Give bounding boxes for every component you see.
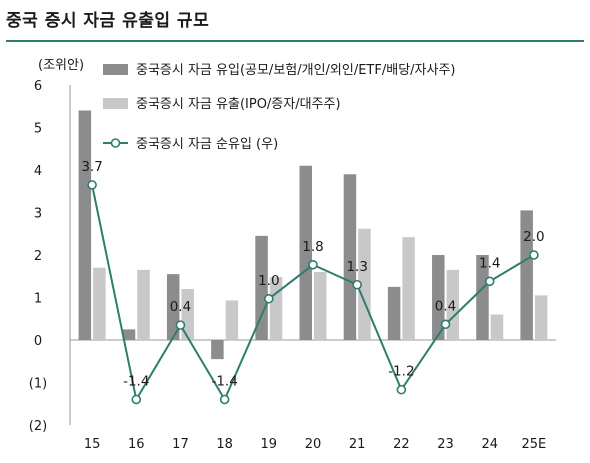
x-tick-label: 23 bbox=[437, 437, 454, 452]
net-data-label: 3.7 bbox=[81, 159, 102, 175]
net-inflow-point bbox=[131, 394, 142, 405]
bar-inflow bbox=[387, 286, 401, 340]
bar-inflow bbox=[520, 210, 533, 340]
bar-outflow bbox=[402, 237, 415, 340]
x-tick-label: 20 bbox=[305, 437, 322, 452]
net-inflow-point bbox=[352, 279, 362, 290]
bar-inflow bbox=[122, 329, 136, 340]
net-data-label: 1.4 bbox=[479, 255, 500, 271]
net-data-label: 0.4 bbox=[435, 298, 456, 314]
net-data-label: 1.8 bbox=[302, 239, 323, 255]
net-inflow-line bbox=[91, 184, 535, 403]
bar-outflow bbox=[225, 300, 239, 340]
bar-inflow bbox=[211, 340, 224, 360]
x-tick-label: 15 bbox=[84, 437, 101, 452]
net-data-label: 1.0 bbox=[258, 273, 279, 289]
net-data-label: -1.4 bbox=[123, 374, 149, 390]
bar-outflow bbox=[358, 228, 371, 340]
net-data-label: -1.4 bbox=[211, 374, 237, 390]
chart-title: 중국 증시 자금 유출입 규모 bbox=[6, 11, 210, 31]
y-tick-label: 5 bbox=[34, 122, 42, 137]
y-tick-label: 1 bbox=[34, 292, 42, 307]
net-inflow-point bbox=[219, 394, 230, 405]
x-tick-label: 18 bbox=[216, 437, 233, 452]
net-inflow-point bbox=[175, 320, 186, 330]
legend-swatch-outflow bbox=[103, 98, 128, 109]
legend-marker-net bbox=[110, 138, 121, 148]
y-tick-label: 6 bbox=[34, 79, 42, 94]
net-inflow-point bbox=[484, 276, 495, 287]
net-inflow-point bbox=[396, 384, 407, 395]
net-inflow-point bbox=[529, 250, 539, 260]
bar-inflow bbox=[78, 110, 92, 340]
title-underline bbox=[6, 40, 584, 42]
net-inflow-point bbox=[440, 319, 451, 330]
y-tick-label: 4 bbox=[34, 164, 42, 179]
net-data-label: -1.2 bbox=[388, 364, 414, 380]
bar-inflow bbox=[432, 255, 445, 340]
y-tick-label: 3 bbox=[34, 207, 42, 222]
net-data-label: 0.4 bbox=[170, 299, 191, 315]
net-inflow-point bbox=[308, 259, 318, 270]
bar-outflow bbox=[93, 267, 106, 340]
x-tick-label: 25E bbox=[522, 437, 547, 452]
legend-label-net: 중국증시 자금 순유입 (우) bbox=[136, 137, 278, 152]
net-data-label: 1.3 bbox=[346, 259, 367, 275]
bar-inflow bbox=[255, 235, 268, 340]
net-inflow-point bbox=[87, 180, 97, 190]
x-tick-label: 17 bbox=[172, 437, 189, 452]
x-tick-label: 22 bbox=[393, 437, 410, 452]
bar-inflow bbox=[299, 165, 312, 340]
legend-label-inflow: 중국증시 자금 유입(공모/보험/개인/외인/ETF/배당/자사주) bbox=[136, 63, 455, 78]
x-tick-label: 19 bbox=[261, 437, 278, 452]
bar-outflow bbox=[534, 295, 548, 340]
bar-inflow bbox=[343, 174, 357, 340]
x-tick-label: 21 bbox=[349, 437, 366, 452]
bar-outflow bbox=[314, 272, 327, 340]
legend-swatch-inflow bbox=[103, 64, 128, 75]
bar-outflow bbox=[269, 277, 283, 340]
y-tick-label: 2 bbox=[34, 249, 42, 264]
y-tick-label: (2) bbox=[29, 419, 47, 434]
legend-label-outflow: 중국증시 자금 유출(IPO/증자/대주주) bbox=[136, 97, 341, 112]
net-data-label: 2.0 bbox=[523, 229, 544, 245]
y-tick-label: 0 bbox=[34, 334, 42, 349]
y-tick-label: (1) bbox=[29, 377, 47, 392]
x-tick-label: 16 bbox=[128, 437, 145, 452]
x-tick-label: 24 bbox=[481, 437, 498, 452]
bar-outflow bbox=[490, 314, 504, 340]
bar-inflow bbox=[476, 255, 489, 340]
net-inflow-point bbox=[264, 293, 274, 304]
bar-outflow bbox=[137, 269, 150, 340]
y-axis-unit-label: (조위안) bbox=[38, 58, 84, 73]
